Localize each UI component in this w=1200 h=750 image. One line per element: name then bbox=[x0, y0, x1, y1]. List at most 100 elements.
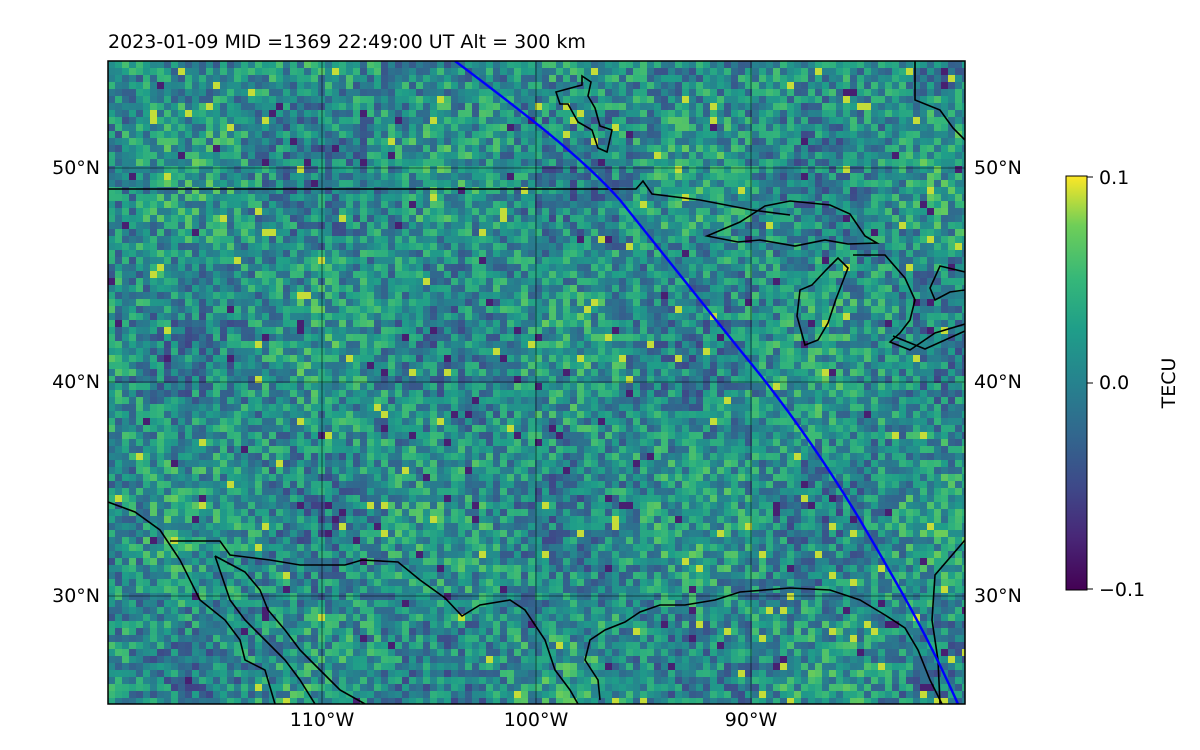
tec-cell bbox=[374, 327, 382, 335]
tec-cell bbox=[388, 313, 396, 321]
tec-cell bbox=[381, 173, 389, 181]
tec-cell bbox=[731, 173, 739, 181]
tec-cell bbox=[164, 208, 172, 216]
tec-cell bbox=[409, 250, 417, 258]
tec-cell bbox=[206, 131, 214, 139]
tec-cell bbox=[178, 96, 186, 104]
tec-cell bbox=[297, 313, 305, 321]
tec-cell bbox=[619, 131, 627, 139]
tec-cell bbox=[787, 201, 795, 209]
tec-cell bbox=[500, 320, 508, 328]
tec-cell bbox=[234, 327, 242, 335]
tec-cell bbox=[290, 166, 298, 174]
tec-cell bbox=[178, 68, 186, 76]
tec-cell bbox=[241, 89, 249, 97]
tec-cell bbox=[549, 152, 557, 160]
tec-cell bbox=[157, 243, 165, 251]
tec-cell bbox=[871, 250, 879, 258]
tec-cell bbox=[633, 327, 641, 335]
tec-cell bbox=[423, 208, 431, 216]
tec-cell bbox=[570, 208, 578, 216]
tec-cell bbox=[717, 278, 725, 286]
tec-cell bbox=[773, 222, 781, 230]
tec-cell bbox=[906, 138, 914, 146]
tec-cell bbox=[941, 89, 949, 97]
tec-cell bbox=[136, 159, 144, 167]
tec-cell bbox=[829, 131, 837, 139]
tec-cell bbox=[465, 271, 473, 279]
tec-cell bbox=[178, 278, 186, 286]
tec-cell bbox=[108, 110, 116, 118]
tec-cell bbox=[633, 61, 641, 69]
tec-cell bbox=[836, 299, 844, 307]
tec-cell bbox=[269, 61, 277, 69]
tec-cell bbox=[787, 117, 795, 125]
tec-cell bbox=[297, 299, 305, 307]
tec-cell bbox=[619, 68, 627, 76]
tec-cell bbox=[647, 110, 655, 118]
tec-cell bbox=[843, 194, 851, 202]
tec-cell bbox=[633, 236, 641, 244]
tec-cell bbox=[738, 250, 746, 258]
tec-cell bbox=[766, 194, 774, 202]
tec-cell bbox=[479, 285, 487, 293]
tec-cell bbox=[122, 103, 130, 111]
tec-cell bbox=[304, 145, 312, 153]
tec-cell bbox=[549, 180, 557, 188]
tec-cell bbox=[528, 271, 536, 279]
tec-cell bbox=[738, 208, 746, 216]
tec-cell bbox=[640, 103, 648, 111]
tec-cell bbox=[136, 299, 144, 307]
tec-cell bbox=[500, 159, 508, 167]
tec-cell bbox=[136, 180, 144, 188]
tec-cell bbox=[528, 278, 536, 286]
tec-cell bbox=[731, 194, 739, 202]
tec-cell bbox=[780, 138, 788, 146]
tec-cell bbox=[619, 278, 627, 286]
tec-cell bbox=[696, 152, 704, 160]
tec-cell bbox=[857, 89, 865, 97]
tec-cell bbox=[409, 166, 417, 174]
tec-cell bbox=[745, 292, 753, 300]
tec-cell bbox=[465, 264, 473, 272]
tec-cell bbox=[234, 208, 242, 216]
tec-cell bbox=[360, 145, 368, 153]
tec-cell bbox=[906, 278, 914, 286]
tec-cell bbox=[136, 341, 144, 349]
tec-cell bbox=[472, 180, 480, 188]
tec-cell bbox=[367, 187, 375, 195]
tec-cell bbox=[843, 215, 851, 223]
tec-cell bbox=[115, 180, 123, 188]
tec-cell bbox=[185, 264, 193, 272]
tec-cell bbox=[752, 75, 760, 83]
tec-cell bbox=[185, 124, 193, 132]
tec-cell bbox=[297, 257, 305, 265]
tec-cell bbox=[584, 75, 592, 83]
tec-cell bbox=[724, 82, 732, 90]
tec-cell bbox=[780, 236, 788, 244]
tec-cell bbox=[220, 334, 228, 342]
tec-cell bbox=[689, 124, 697, 132]
tec-cell bbox=[675, 152, 683, 160]
tec-cell bbox=[808, 187, 816, 195]
tec-cell bbox=[395, 180, 403, 188]
tec-cell bbox=[563, 250, 571, 258]
tec-cell bbox=[409, 306, 417, 314]
tec-cell bbox=[563, 152, 571, 160]
tec-cell bbox=[122, 334, 130, 342]
tec-cell bbox=[794, 131, 802, 139]
tec-cell bbox=[283, 152, 291, 160]
tec-cell bbox=[556, 229, 564, 237]
tec-cell bbox=[374, 117, 382, 125]
tec-cell bbox=[367, 306, 375, 314]
tec-cell bbox=[255, 278, 263, 286]
tec-cell bbox=[339, 327, 347, 335]
tec-cell bbox=[276, 222, 284, 230]
tec-cell bbox=[920, 208, 928, 216]
tec-cell bbox=[633, 201, 641, 209]
tec-cell bbox=[416, 61, 424, 69]
tec-cell bbox=[745, 180, 753, 188]
tec-cell bbox=[360, 166, 368, 174]
tec-cell bbox=[822, 306, 830, 314]
tec-cell bbox=[962, 243, 965, 251]
